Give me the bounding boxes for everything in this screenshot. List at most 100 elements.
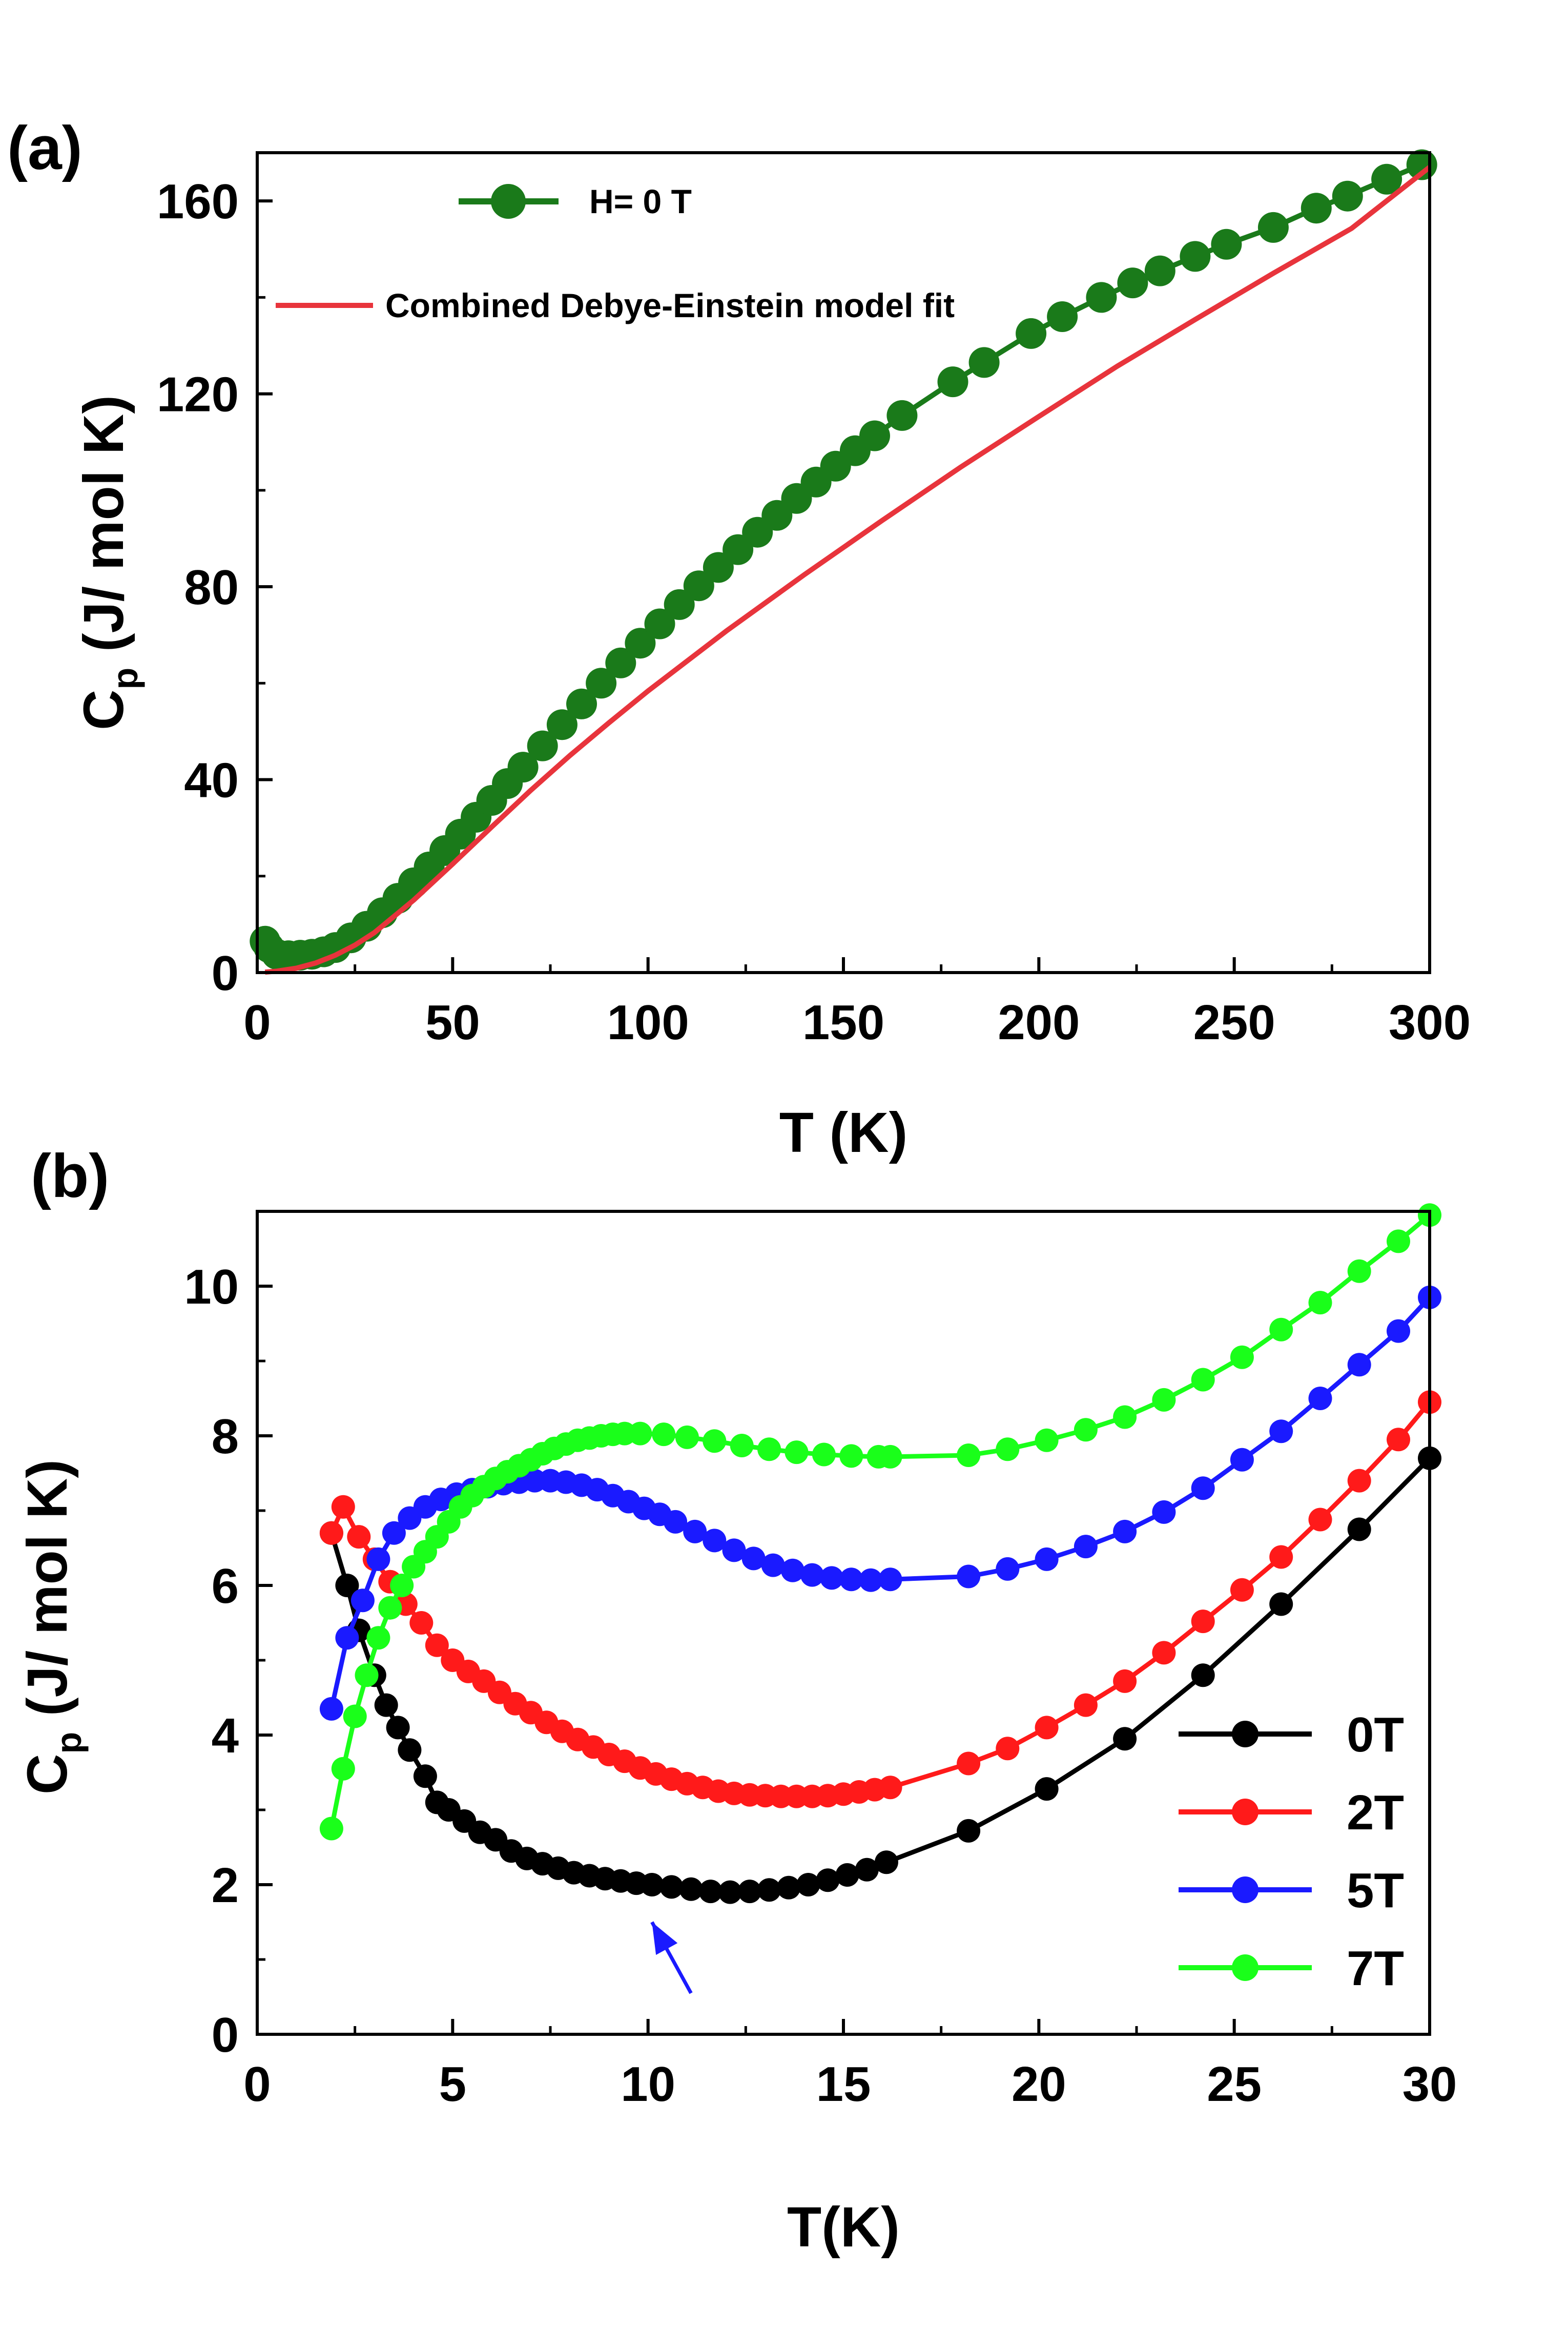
panel-a-data-point-h-0-t: [605, 647, 636, 678]
panel-a-legend: H= 0 T Combined Debye-Einstein model fit: [276, 182, 955, 324]
panel-b-data-point-2t: [1113, 1669, 1137, 1693]
panel-b-data-point-7t: [1308, 1291, 1332, 1315]
panel-a-ticks: 0 50 100 150 200 250 300 0 40 80 120 160: [157, 174, 1471, 1050]
panel-b-data-point-2t: [1191, 1610, 1215, 1634]
panel-a-data-point-h-0-t: [527, 730, 558, 761]
panel-a-x-tick-label: 0: [243, 995, 271, 1050]
panel-b-data-point-7t: [757, 1437, 781, 1461]
panel-b-data-point-5t: [1230, 1448, 1254, 1472]
panel-a-y-tick-label: 0: [212, 946, 239, 1001]
panel-b-data-point-5t: [703, 1529, 727, 1553]
panel-b-data-point-5t: [683, 1519, 707, 1543]
panel-b-data-point-2t: [1308, 1508, 1332, 1532]
panel-b-data-point-7t: [730, 1434, 754, 1457]
panel-b-data-point-5t: [1308, 1387, 1332, 1410]
panel-b-data-point-5t: [957, 1564, 981, 1588]
panel-b-data-point-2t: [319, 1521, 343, 1545]
panel-b-data-point-5t: [350, 1588, 375, 1613]
panel-b-data-point-2t: [331, 1495, 355, 1519]
panel-b-y-axis-label: Cp (J/ mol K): [16, 1459, 89, 1794]
panel-b-data-point-0t: [335, 1574, 359, 1597]
panel-b-data-point-2t: [1269, 1545, 1293, 1569]
panel-b-data-point-7t: [878, 1445, 902, 1469]
panel-b-legend-marker-2t: [1232, 1799, 1258, 1825]
panel-a-x-tick-label: 150: [802, 995, 884, 1050]
panel-b-legend-marker-0t: [1232, 1721, 1258, 1747]
panel-b-data-point-2t: [1230, 1578, 1254, 1602]
panel-a-data-point-h-0-t: [586, 668, 617, 699]
panel-a-data-point-h-0-t: [683, 570, 714, 602]
panel-b-x-tick-label: 5: [439, 2057, 466, 2112]
panel-b-data-point-7t: [390, 1574, 414, 1597]
panel-b-label: (b): [31, 1142, 109, 1210]
panel-a-data-point-h-0-t: [625, 628, 656, 659]
panel-a-data-point-h-0-t: [1117, 267, 1148, 299]
panel-b-legend: 0T 2T 5T 7T: [1179, 1707, 1404, 1996]
panel-b-data-point-7t: [675, 1425, 699, 1449]
panel-a-data-point-h-0-t: [664, 589, 695, 620]
panel-a-data-point-h-0-t: [1016, 318, 1047, 349]
panel-b-data-point-5t: [1113, 1519, 1137, 1543]
panel-b-data-point-0t: [413, 1764, 437, 1788]
panel-b-data-point-0t: [718, 1880, 742, 1904]
panel-b-data-point-2t: [1074, 1693, 1098, 1717]
panel-b-plot-area: [319, 1203, 1441, 1994]
panel-b-y-tick-label: 2: [212, 1858, 239, 1913]
panel-b-data-point-2t: [1035, 1716, 1059, 1740]
panel-b-data-point-0t: [679, 1877, 703, 1901]
panel-b-data-point-0t: [855, 1858, 879, 1882]
panel-a-label: (a): [7, 114, 82, 182]
panel-b-legend-marker-5t: [1232, 1876, 1258, 1903]
panel-b-data-point-2t: [1347, 1469, 1371, 1493]
panel-b-data-point-0t: [386, 1716, 410, 1740]
panel-b-data-point-5t: [741, 1546, 766, 1571]
panel-b-x-tick-label: 20: [1012, 2057, 1066, 2112]
panel-b-ticks: 0 5 10 15 20 25 30 0 2 4 6 8 10: [184, 1210, 1457, 2112]
panel-b-data-point-5t: [780, 1558, 804, 1582]
panel-b-data-point-0t: [1347, 1517, 1371, 1541]
panel-b-data-point-5t: [1074, 1535, 1098, 1559]
panel-b-data-point-2t: [996, 1737, 1020, 1761]
panel-b-data-point-0t: [398, 1738, 422, 1762]
panel-b-data-point-0t: [1035, 1777, 1059, 1801]
panel-a-data-point-h-0-t: [1301, 193, 1332, 224]
panel-b-data-point-7t: [1191, 1368, 1215, 1392]
panel-b-data-point-7t: [331, 1757, 355, 1781]
panel-b-annotation-arrowhead: [652, 1922, 678, 1955]
panel-a-data-point-h-0-t: [566, 688, 597, 719]
panel-b-data-point-7t: [343, 1704, 367, 1728]
panel-b-data-point-7t: [1269, 1317, 1293, 1342]
panel-a-y-tick-label: 80: [184, 560, 239, 615]
panel-b-x-tick-label: 0: [243, 2057, 271, 2112]
panel-a-x-tick-label: 50: [425, 995, 480, 1050]
panel-b-data-point-5t: [319, 1697, 343, 1721]
panel-b-data-point-0t: [698, 1880, 723, 1904]
panel-a-data-point-h-0-t: [1086, 282, 1117, 313]
panel-b-y-tick-label: 10: [184, 1260, 239, 1314]
panel-b-y-tick-label: 8: [212, 1409, 239, 1464]
panel-b-x-axis-label: T(K): [787, 2196, 900, 2259]
panel-b-series-line-0t: [329, 1456, 1432, 1895]
panel-b-data-point-5t: [1387, 1319, 1410, 1343]
panel-a-x-axis-label: T (K): [779, 1101, 907, 1164]
panel-a-plot-area: [250, 149, 1437, 975]
panel-b-series-line-5t: [329, 1295, 1432, 1709]
panel-b-data-point-0t: [816, 1868, 840, 1892]
panel-a-data-point-h-0-t: [1144, 255, 1175, 286]
panel-a-data-point-h-0-t: [644, 608, 675, 639]
panel-b-data-point-7t: [355, 1663, 379, 1687]
panel-b-data-point-2t: [347, 1525, 371, 1549]
panel-b-data-point-7t: [812, 1442, 836, 1467]
panel-a-y-tick-label: 40: [184, 753, 239, 808]
panel-b-data-point-0t: [874, 1850, 898, 1874]
panel-b-data-point-7t: [378, 1596, 402, 1620]
panel-b-data-point-0t: [957, 1819, 981, 1843]
panel-b-y-tick-label: 6: [212, 1559, 239, 1614]
panel-b-data-point-2t: [878, 1776, 902, 1800]
panel-b-data-point-5t: [839, 1567, 863, 1592]
panel-b-data-point-7t: [957, 1443, 981, 1467]
panel-a-data-point-h-0-t: [1371, 163, 1402, 195]
panel-b-data-point-5t: [1035, 1547, 1059, 1571]
